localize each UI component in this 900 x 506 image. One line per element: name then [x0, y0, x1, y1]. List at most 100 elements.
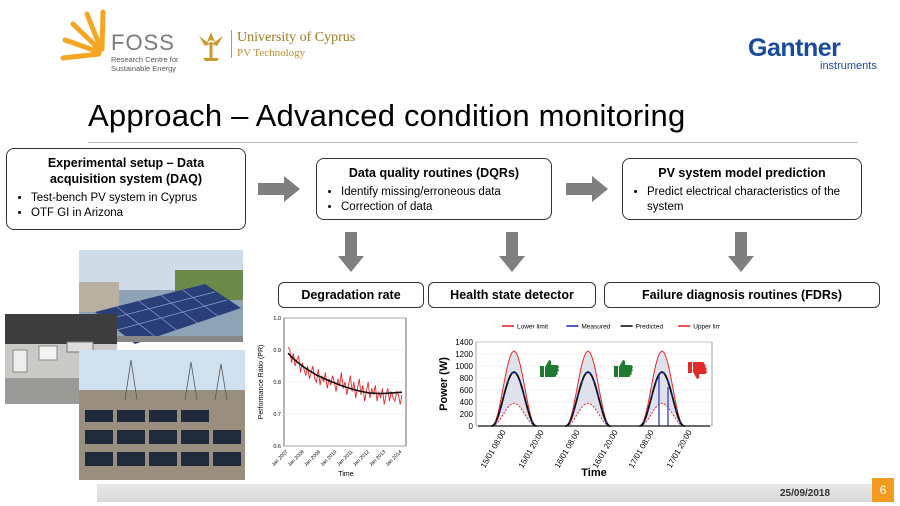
thumbs-up-icon: [540, 360, 559, 377]
measured-point: [495, 420, 497, 423]
y-tick-label: 0.7: [273, 412, 281, 418]
degradation-label: Degradation rate: [278, 282, 424, 308]
measured-point: [659, 372, 661, 375]
y-tick-label: 800: [460, 374, 474, 383]
lower-limit-line: [639, 402, 685, 427]
page-title: Approach – Advanced condition monitoring: [88, 98, 686, 133]
measured-point: [507, 380, 509, 383]
foss-name: FOSS: [111, 30, 175, 55]
ucy-subtitle: PV Technology: [237, 47, 306, 59]
measured-point: [597, 394, 599, 397]
x-tick-label: Jan 2010: [319, 449, 338, 468]
upper-limit-line: [491, 350, 537, 427]
arizona-array-photo: [79, 350, 245, 480]
measured-point: [511, 372, 513, 375]
lower-limit-line: [491, 402, 537, 427]
legend-label: Measured: [581, 324, 610, 331]
ucy-logo: University of Cyprus PV Technology: [195, 28, 365, 68]
x-tick-label: Jan 2009: [303, 449, 322, 468]
y-tick-label: 400: [460, 398, 474, 407]
dqr-item: Identify missing/erroneous data: [341, 185, 543, 200]
x-tick-label: Jan 2008: [287, 449, 306, 468]
footer-date: 25/09/2018: [780, 488, 831, 499]
x-axis-label: Time: [581, 467, 606, 479]
legend-label: Lower limit: [517, 324, 548, 331]
y-tick-label: 0.9: [273, 348, 281, 354]
failure-label: Failure diagnosis routines (FDRs): [604, 282, 880, 308]
model-item: Predict electrical characteristics of th…: [647, 185, 853, 215]
measured-point: [605, 420, 607, 423]
dqr-title: Data quality routines (DQRs): [348, 166, 520, 180]
y-tick-label: 600: [460, 386, 474, 395]
y-tick-label: 200: [460, 410, 474, 419]
measured-point: [527, 409, 529, 412]
pv-photo-collage: [5, 250, 245, 480]
measured-point: [651, 394, 653, 397]
footer-bar: [97, 484, 872, 502]
y-tick-label: 0.6: [273, 444, 281, 450]
dqr-list: Identify missing/erroneous data Correcti…: [325, 185, 543, 215]
y-tick-label: 0.8: [273, 380, 281, 386]
arrow-down-icon: [499, 232, 525, 272]
foss-subtitle-2: Sustainable Energy: [111, 64, 177, 73]
page-number: 6: [872, 478, 894, 502]
gantner-subtitle: instruments: [820, 60, 877, 72]
confidence-band: [492, 351, 536, 426]
model-box: PV system model prediction Predict elect…: [622, 158, 862, 220]
x-tick-label: 15/01 08:00: [479, 428, 508, 470]
predicted-line: [491, 370, 537, 427]
sun-icon: [60, 9, 106, 61]
measured-point: [569, 420, 571, 423]
measured-point: [655, 380, 657, 383]
measured-point: [523, 394, 525, 397]
x-tick-label: 16/01 20:00: [591, 428, 620, 470]
dqr-item: Correction of data: [341, 200, 543, 215]
pv-rooftop-photo: [79, 250, 243, 344]
y-tick-label: 0: [469, 422, 474, 431]
predicted-line: [565, 370, 611, 427]
x-tick-label: 17/01 08:00: [627, 428, 656, 470]
x-tick-label: 16/01 08:00: [553, 428, 582, 470]
upper-limit-line: [565, 350, 611, 427]
x-tick-label: Jan 2013: [368, 449, 387, 468]
pr-trend-line: [287, 352, 403, 395]
x-tick-label: 17/01 20:00: [665, 428, 694, 470]
measured-point: [589, 372, 591, 375]
x-tick-label: 15/01 20:00: [517, 428, 546, 470]
measured-point: [573, 409, 575, 412]
measured-point: [519, 380, 521, 383]
daq-title-2: acquisition system (DAQ): [49, 172, 203, 186]
lower-limit-line: [565, 402, 611, 427]
model-title: PV system model prediction: [658, 166, 826, 180]
model-list: Predict electrical characteristics of th…: [631, 185, 853, 215]
confidence-band: [566, 351, 610, 426]
foss-subtitle-1: Research Centre for: [111, 55, 179, 64]
daq-item: OTF GI in Arizona: [31, 206, 237, 221]
y-tick-label: 1000: [455, 362, 473, 371]
y-axis-label: Power (W): [438, 357, 450, 411]
y-axis-label: Performance Ratio (PR): [258, 345, 265, 420]
measured-point: [593, 380, 595, 383]
measured-point: [531, 420, 533, 423]
y-tick-label: 1400: [455, 338, 473, 347]
daq-title-1: Experimental setup – Data: [47, 156, 205, 170]
ucy-tree-icon: [199, 32, 223, 61]
title-divider: [88, 142, 858, 143]
dqr-box: Data quality routines (DQRs) Identify mi…: [316, 158, 552, 220]
legend-label: Upper limit: [693, 324, 720, 331]
measured-point: [675, 409, 677, 412]
ucy-name: University of Cyprus: [237, 30, 356, 45]
measured-point: [503, 394, 505, 397]
arrow-right-icon: [258, 176, 300, 202]
legend-label: Predicted: [636, 324, 664, 331]
x-tick-label: Jan 2014: [385, 449, 404, 468]
measured-point: [581, 380, 583, 383]
measured-point: [679, 420, 681, 423]
measured-point: [671, 394, 673, 397]
daq-box: Experimental setup – Data acquisition sy…: [6, 148, 246, 230]
measured-point: [515, 372, 517, 375]
y-tick-label: 1.0: [273, 316, 281, 322]
measured-point: [601, 409, 603, 412]
